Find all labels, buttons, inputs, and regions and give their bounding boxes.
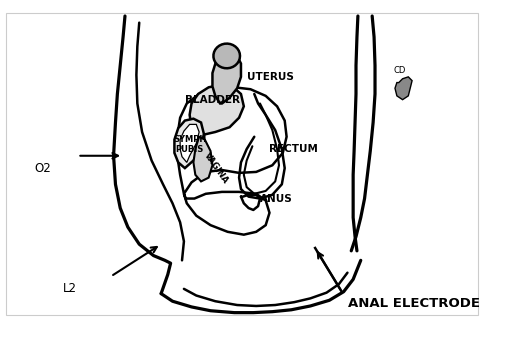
Text: VAGINA: VAGINA xyxy=(202,151,230,186)
Polygon shape xyxy=(174,119,204,168)
Text: ANUS: ANUS xyxy=(260,194,292,204)
Polygon shape xyxy=(394,77,411,100)
Text: BLADDER: BLADDER xyxy=(185,95,239,105)
Text: RECTUM: RECTUM xyxy=(269,144,318,154)
Polygon shape xyxy=(180,124,199,162)
Polygon shape xyxy=(177,87,286,194)
Text: L2: L2 xyxy=(63,282,77,295)
Text: O2: O2 xyxy=(35,162,52,175)
Text: SYMPH
PUBIS: SYMPH PUBIS xyxy=(173,135,206,154)
Polygon shape xyxy=(183,192,269,235)
Text: UTERUS: UTERUS xyxy=(246,72,293,82)
Polygon shape xyxy=(213,44,239,68)
Text: CD: CD xyxy=(392,66,405,75)
Polygon shape xyxy=(189,85,243,137)
Text: ANAL ELECTRODE: ANAL ELECTRODE xyxy=(348,297,479,310)
Polygon shape xyxy=(212,51,240,103)
Polygon shape xyxy=(193,137,212,181)
